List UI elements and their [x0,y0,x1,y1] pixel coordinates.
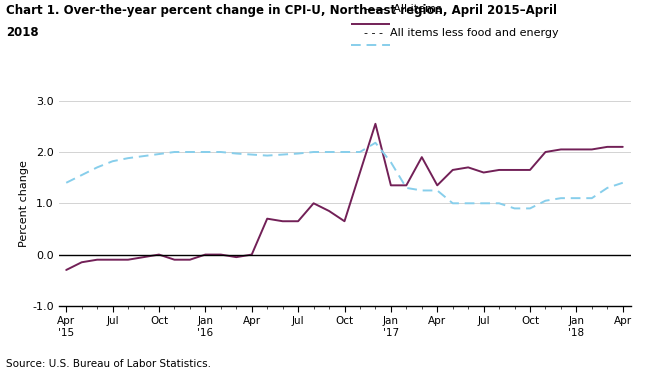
All items [341,219,348,223]
All items [356,170,364,175]
All items [603,145,611,149]
All items [263,216,271,221]
All items less food and energy [202,150,209,154]
All items less food and energy [341,150,348,154]
All items [140,255,148,259]
Line: All items: All items [66,124,623,270]
All items less food and energy [495,201,503,206]
All items less food and energy [279,152,287,157]
All items less food and energy [309,150,317,154]
Text: ——  All items: —— All items [364,4,441,14]
All items [155,252,163,257]
All items [124,257,132,262]
Text: Source: U.S. Bureau of Labor Statistics.: Source: U.S. Bureau of Labor Statistics. [6,359,211,369]
All items [387,183,395,188]
All items [325,209,333,213]
All items [202,252,209,257]
All items less food and energy [93,165,101,170]
Text: Chart 1. Over-the-year percent change in CPI-U, Northeast region, April 2015–Apr: Chart 1. Over-the-year percent change in… [6,4,558,17]
All items less food and energy [588,196,596,200]
All items [309,201,317,206]
All items less food and energy [248,152,255,157]
Text: 2018: 2018 [6,26,39,39]
All items [557,147,565,152]
All items less food and energy [511,206,519,211]
All items less food and energy [619,181,627,185]
All items less food and energy [233,151,240,156]
Y-axis label: Percent change: Percent change [20,160,29,247]
All items [279,219,287,223]
All items [464,165,472,170]
All items less food and energy [434,188,441,193]
All items [448,168,456,172]
All items less food and energy [464,201,472,206]
All items less food and energy [186,150,194,154]
Line: All items less food and energy: All items less food and energy [66,143,623,209]
All items less food and energy [140,154,148,158]
All items less food and energy [124,156,132,160]
All items [511,168,519,172]
All items [294,219,302,223]
All items less food and energy [603,186,611,190]
All items [480,170,488,175]
All items less food and energy [263,153,271,158]
All items less food and energy [480,201,488,206]
All items less food and energy [387,160,395,164]
All items less food and energy [541,198,549,203]
All items [109,257,116,262]
All items less food and energy [356,150,364,154]
All items [402,183,410,188]
All items less food and energy [325,150,333,154]
Text: - - -  All items less food and energy: - - - All items less food and energy [364,28,558,38]
All items [217,252,225,257]
All items [526,168,534,172]
All items less food and energy [62,181,70,185]
All items less food and energy [294,151,302,156]
All items less food and energy [448,201,456,206]
All items [619,145,627,149]
All items [248,252,255,257]
All items less food and energy [217,150,225,154]
All items [495,168,503,172]
All items [418,155,426,159]
All items [573,147,580,152]
All items less food and energy [418,188,426,193]
All items [93,257,101,262]
All items less food and energy [557,196,565,200]
All items [233,255,240,259]
All items less food and energy [526,206,534,211]
All items [78,260,86,264]
All items less food and energy [372,141,380,145]
All items less food and energy [170,150,178,154]
All items [170,257,178,262]
All items [588,147,596,152]
All items [541,150,549,154]
All items [186,257,194,262]
All items less food and energy [155,152,163,156]
All items less food and energy [402,186,410,190]
All items less food and energy [109,159,116,163]
All items less food and energy [573,196,580,200]
All items [62,268,70,272]
All items [434,183,441,188]
All items less food and energy [78,173,86,177]
All items [372,122,380,126]
